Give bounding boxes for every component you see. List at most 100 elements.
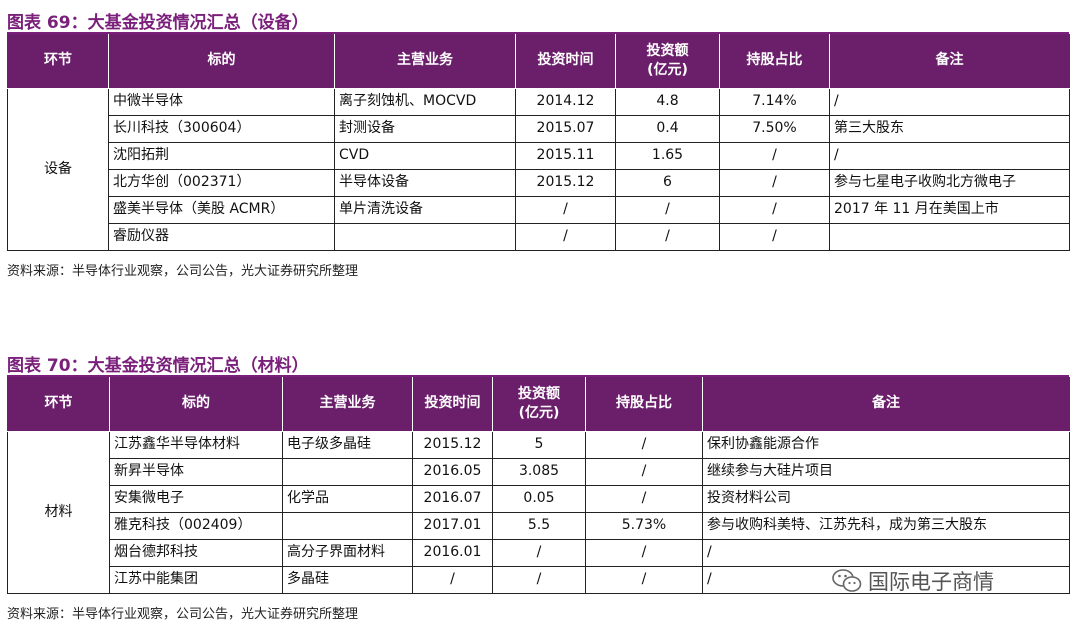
note-cell: 保利协鑫能源合作 (702, 430, 1070, 459)
stage-group-cell: 设备 (7, 87, 109, 251)
time-cell: / (515, 222, 616, 251)
target-cell: 睿励仪器 (108, 222, 335, 251)
header-amount: 投资额 (亿元) (492, 377, 586, 432)
note-cell: / (829, 141, 1070, 170)
table-row: 烟台德邦科技 高分子界面材料 2016.01// / (8, 538, 1070, 567)
share-cell: / (585, 565, 703, 594)
table-row: 新昇半导体 2016.05 3.085/继续参与大硅片项目 (8, 457, 1070, 486)
header-stage: 环节 (7, 377, 110, 432)
time-cell: 2017.01 (412, 511, 493, 540)
amount-cell: 3.085 (492, 457, 586, 486)
amount-cell: 0.4 (615, 114, 720, 143)
time-cell: 2016.05 (412, 457, 493, 486)
header-share: 持股占比 (585, 377, 703, 432)
share-cell: / (585, 484, 703, 513)
time-cell: 2016.01 (412, 538, 493, 567)
amount-cell: 5.5 (492, 511, 586, 540)
business-cell: CVD (334, 141, 516, 170)
share-cell: / (719, 222, 830, 251)
header-share: 持股占比 (719, 34, 830, 89)
table-row: 北方华创（002371） 半导体设备 2015.12 6/参与七星电子收购北方微电子 (8, 168, 1070, 197)
amount-cell: 1.65 (615, 141, 720, 170)
table70-title-rule (7, 375, 1069, 377)
amount-cell: 5 (492, 430, 586, 459)
business-cell (282, 511, 413, 540)
table-row: 长川科技（300604） 封测设备 2015.07 0.4 7.50% 第三大股东 (8, 114, 1070, 143)
target-cell: 中微半导体 (108, 87, 335, 116)
note-cell (829, 222, 1070, 251)
share-cell: 7.14% (719, 87, 830, 116)
time-cell: 2016.07 (412, 484, 493, 513)
time-cell: 2015.07 (515, 114, 616, 143)
header-target: 标的 (109, 377, 283, 432)
business-cell: 封测设备 (334, 114, 516, 143)
share-cell: 7.50% (719, 114, 830, 143)
business-cell: 多晶硅 (282, 565, 413, 594)
time-cell: 2015.12 (412, 430, 493, 459)
share-cell: / (585, 457, 703, 486)
amount-cell: 0.05 (492, 484, 586, 513)
share-cell: / (585, 538, 703, 567)
table-row: 设备 中微半导体 离子刻蚀机、MOCVD 2014.12 4.8 7.14% / (7, 87, 1070, 251)
target-cell: 雅克科技（002409） (109, 511, 283, 540)
business-cell: 电子级多晶硅 (282, 430, 413, 459)
target-cell: 江苏鑫华半导体材料 (109, 430, 283, 459)
header-stage: 环节 (7, 34, 109, 89)
target-cell: 北方华创（002371） (108, 168, 335, 197)
business-cell: 离子刻蚀机、MOCVD (334, 87, 516, 116)
header-note: 备注 (829, 34, 1070, 89)
header-business: 主营业务 (282, 377, 413, 432)
table70-source: 资料来源：半导体行业观察，公司公告，光大证券研究所整理 (7, 607, 359, 622)
target-cell: 长川科技（300604） (108, 114, 335, 143)
business-cell (282, 457, 413, 486)
header-target: 标的 (108, 34, 335, 89)
header-business: 主营业务 (334, 34, 516, 89)
table-row: 安集微电子 化学品 2016.07 0.05/投资材料公司 (8, 484, 1070, 513)
table69: 环节 标的 主营业务 投资时间 投资额 (亿元) 持股占比 备注 设备 中微半导体… (7, 34, 1070, 251)
header-amount: 投资额 (亿元) (615, 34, 720, 89)
amount-cell: / (492, 565, 586, 594)
stage-group-cell: 材料 (7, 430, 110, 594)
business-cell: 单片清洗设备 (334, 195, 516, 224)
target-cell: 盛美半导体（美股 ACMR） (108, 195, 335, 224)
table-row: 睿励仪器 / / / (8, 222, 1070, 251)
share-cell: / (719, 141, 830, 170)
table-row: 盛美半导体（美股 ACMR） 单片清洗设备 / //2017 年 11 月在美国上市 (8, 195, 1070, 224)
wechat-icon (832, 568, 862, 594)
amount-cell: 4.8 (615, 87, 720, 116)
time-cell: 2014.12 (515, 87, 616, 116)
amount-cell: / (615, 195, 720, 224)
business-cell: 半导体设备 (334, 168, 516, 197)
note-cell: / (829, 87, 1070, 116)
note-cell: / (702, 565, 1070, 594)
table-row: 沈阳拓荆 CVD 2015.11 1.65// (8, 141, 1070, 170)
table70-title: 图表 70：大基金投资情况汇总（材料） (7, 356, 309, 376)
target-cell: 沈阳拓荆 (108, 141, 335, 170)
table-row: 雅克科技（002409） 2017.01 5.5 5.73% 参与收购科美特、江苏先科，… (8, 511, 1070, 540)
time-cell: 2015.11 (515, 141, 616, 170)
table70: 环节 标的 主营业务 投资时间 投资额 (亿元) 持股占比 备注 材料 江苏鑫华半… (7, 377, 1070, 594)
note-cell: 投资材料公司 (702, 484, 1070, 513)
table69-title: 图表 69：大基金投资情况汇总（设备） (7, 13, 309, 33)
note-cell: 2017 年 11 月在美国上市 (829, 195, 1070, 224)
header-note: 备注 (702, 377, 1070, 432)
amount-cell: / (492, 538, 586, 567)
table69-header-row: 环节 标的 主营业务 投资时间 投资额 (亿元) 持股占比 备注 (7, 34, 1070, 89)
share-cell: 5.73% (585, 511, 703, 540)
business-cell: 高分子界面材料 (282, 538, 413, 567)
business-cell (334, 222, 516, 251)
time-cell: / (515, 195, 616, 224)
share-cell: / (719, 195, 830, 224)
time-cell: 2015.12 (515, 168, 616, 197)
table-row: 材料 江苏鑫华半导体材料 电子级多晶硅 2015.12 5/保利协鑫能源合作 (7, 430, 1070, 594)
note-cell: 参与七星电子收购北方微电子 (829, 168, 1070, 197)
table69-source: 资料来源：半导体行业观察，公司公告，光大证券研究所整理 (7, 264, 359, 279)
watermark-text: 国际电子商情 (868, 570, 994, 594)
target-cell: 江苏中能集团 (109, 565, 283, 594)
target-cell: 烟台德邦科技 (109, 538, 283, 567)
note-cell: 第三大股东 (829, 114, 1070, 143)
table70-header-row: 环节 标的 主营业务 投资时间 投资额 (亿元) 持股占比 备注 (7, 377, 1070, 432)
target-cell: 安集微电子 (109, 484, 283, 513)
amount-cell: / (615, 222, 720, 251)
business-cell: 化学品 (282, 484, 413, 513)
